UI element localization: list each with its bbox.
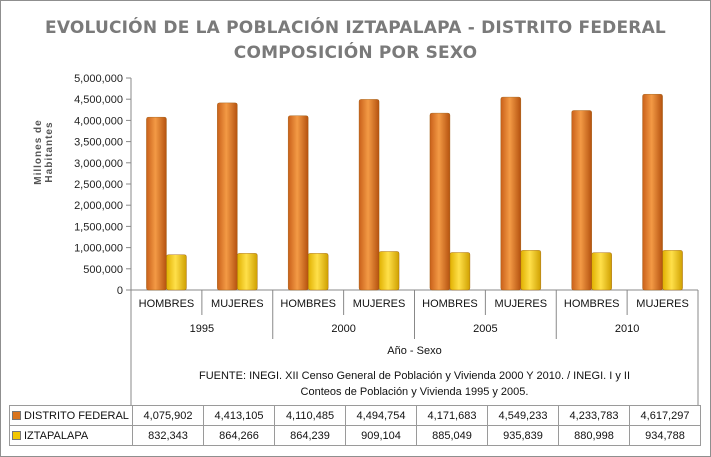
category-label: MUJERES xyxy=(211,298,264,310)
y-tick-label: 1,500,000 xyxy=(74,221,123,233)
table-cell: 935,839 xyxy=(487,425,559,446)
y-tick-label: 3,000,000 xyxy=(74,158,123,170)
table-cell: 832,343 xyxy=(132,425,204,446)
table-cell: 864,266 xyxy=(203,425,275,446)
category-label: HOMBRES xyxy=(564,298,620,310)
bar xyxy=(520,250,542,291)
bar xyxy=(287,115,309,291)
series-name: DISTRITO FEDERAL xyxy=(24,409,129,422)
group-label: 1995 xyxy=(190,323,214,335)
table-cell: 934,788 xyxy=(629,425,701,446)
y-tick-label: 2,000,000 xyxy=(74,200,123,212)
table-cell: 885,049 xyxy=(416,425,488,446)
category-label: HOMBRES xyxy=(422,298,478,310)
source-note-line1: FUENTE: INEGI. XII Censo General de Pobl… xyxy=(198,370,631,382)
table-cell: 4,549,233 xyxy=(487,405,559,426)
bar xyxy=(429,112,451,291)
y-tick-label: 500,000 xyxy=(83,264,123,276)
bar xyxy=(571,110,592,291)
table-cell: 4,171,683 xyxy=(416,405,488,426)
bar xyxy=(166,254,187,291)
source-note-line2: Conteos de Población y Vivienda 1995 y 2… xyxy=(300,386,529,398)
chart-title: EVOLUCIÓN DE LA POBLACIÓN IZTAPALAPA - D… xyxy=(45,18,666,38)
bar xyxy=(146,116,167,291)
row-header: DISTRITO FEDERAL xyxy=(9,405,133,426)
chart-plot: 0 500,000 1,000,000 1,500,000 2,000,000 2,500… xyxy=(74,73,699,405)
bar xyxy=(237,253,258,291)
y-tick-label: 4,500,000 xyxy=(74,94,123,106)
series-name: IZTAPALAPA xyxy=(24,429,89,442)
table-row-iztapalapa: IZTAPALAPA 832,343 864,266 864,239 909,1… xyxy=(9,425,701,446)
y-tick-label: 0 xyxy=(117,285,123,297)
group-label: 2005 xyxy=(473,323,497,335)
table-cell: 4,075,902 xyxy=(132,405,204,426)
bar xyxy=(358,99,380,291)
bar xyxy=(662,250,683,291)
table-cell: 4,617,297 xyxy=(629,405,701,426)
legend-key-icon xyxy=(12,411,21,421)
bar xyxy=(500,96,522,291)
data-table: DISTRITO FEDERAL 4,075,902 4,413,105 4,1… xyxy=(9,405,701,446)
bar xyxy=(307,253,329,291)
bar xyxy=(591,252,612,291)
bar xyxy=(378,251,400,291)
bar xyxy=(642,94,663,291)
bar xyxy=(217,102,238,291)
table-cell: 909,104 xyxy=(345,425,417,446)
table-cell: 4,110,485 xyxy=(274,405,346,426)
table-cell: 880,998 xyxy=(558,425,630,446)
row-header: IZTAPALAPA xyxy=(9,425,133,446)
table-row-distrito-federal: DISTRITO FEDERAL 4,075,902 4,413,105 4,1… xyxy=(9,405,701,426)
legend-key-icon xyxy=(12,431,21,441)
category-label: MUJERES xyxy=(636,298,689,310)
category-label: HOMBRES xyxy=(280,298,336,310)
table-cell: 864,239 xyxy=(274,425,346,446)
table-cell: 4,233,783 xyxy=(558,405,630,426)
bar xyxy=(449,252,471,291)
x-axis-label: Año - Sexo xyxy=(387,345,442,357)
category-label: MUJERES xyxy=(495,298,548,310)
category-label: HOMBRES xyxy=(139,298,195,310)
y-tick-label: 4,000,000 xyxy=(74,115,123,127)
chart-subtitle: COMPOSICIÓN POR SEXO xyxy=(233,43,478,63)
y-tick-label: 2,500,000 xyxy=(74,179,123,191)
y-tick-label: 5,000,000 xyxy=(74,73,123,85)
group-label: 2000 xyxy=(331,323,355,335)
category-label: MUJERES xyxy=(353,298,406,310)
y-tick-label: 3,500,000 xyxy=(74,137,123,149)
group-label: 2010 xyxy=(615,323,639,335)
table-cell: 4,413,105 xyxy=(203,405,275,426)
y-tick-label: 1,000,000 xyxy=(74,243,123,255)
table-cell: 4,494,754 xyxy=(345,405,417,426)
